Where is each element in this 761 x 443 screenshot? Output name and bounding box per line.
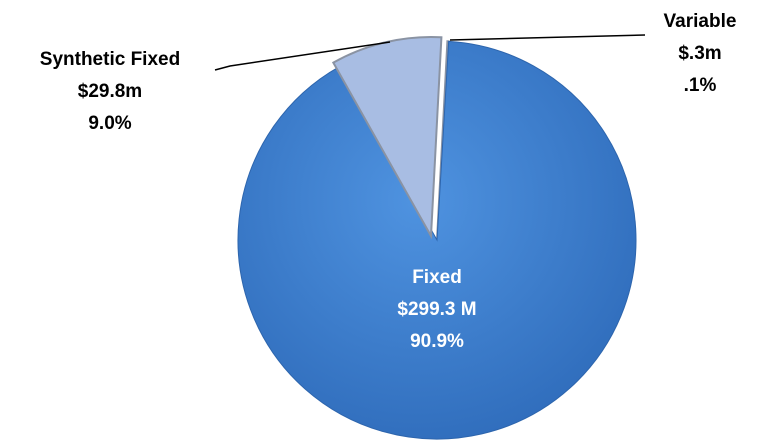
leader-line [214, 41, 391, 71]
value-label: 90.9% [410, 331, 464, 352]
slice-label: Fixed [412, 267, 462, 288]
pie-slice [237, 40, 637, 440]
slice-label: Variable [664, 11, 737, 32]
leader-line [449, 34, 646, 41]
amount-label: $29.8m [78, 81, 142, 102]
amount-label: $.3m [678, 43, 721, 64]
value-label: 9.0% [88, 113, 131, 134]
value-label: .1% [684, 75, 717, 96]
slice-label: Synthetic Fixed [40, 49, 180, 70]
amount-label: $299.3 M [397, 299, 476, 320]
